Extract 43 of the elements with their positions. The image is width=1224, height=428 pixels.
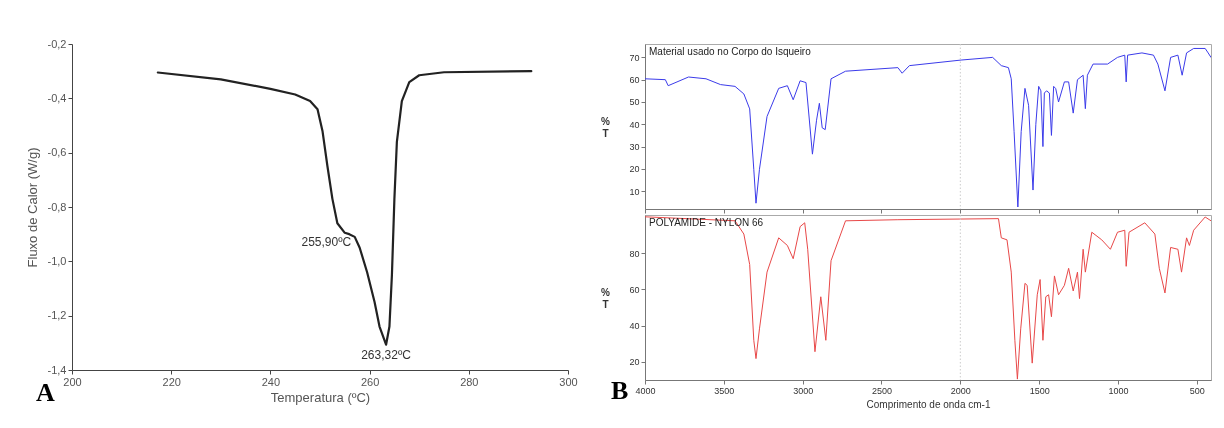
y-tick-label: 80 [629,248,640,259]
x-tick-label: 240 [261,375,281,388]
y-tick-label: 10 [629,186,640,197]
text: B [611,376,629,405]
y-tick-label: -0,6 [47,146,67,159]
annotation: 263,32ºC [361,347,412,362]
x-tick-label: 300 [559,375,578,388]
y-tick-label: -1,2 [47,309,67,322]
y-tick-label: 60 [629,284,640,295]
x-axis-title: Temperatura (ºC) [270,389,371,405]
text: A [36,378,55,407]
x-tick-label: 2500 [871,385,893,396]
x-tick-label: 220 [162,375,181,388]
x-tick-label: 1500 [1029,385,1050,396]
x-tick-label: 2000 [950,385,971,396]
y-tick-label: 30 [629,142,640,153]
x-axis-title: Comprimento de onda cm-1 [866,398,991,410]
chart-title: POLYAMIDE - NYLON 66 [649,216,764,228]
y-tick-label: 60 [629,75,640,86]
y-tick-label: -0,4 [47,91,67,104]
x-tick-label: 1000 [1108,385,1129,396]
x-tick-label: 3000 [793,385,814,396]
y-tick-label: -0,8 [47,200,67,213]
annotation: 255,90ºC [301,235,352,250]
y-tick-label: 20 [629,357,640,368]
y-tick-label: -0,2 [47,37,67,50]
x-tick-label: 500 [1189,385,1205,396]
y-axis-title: % T [601,287,611,310]
x-tick-label: 260 [360,375,380,388]
y-tick-label: 40 [629,119,640,130]
y-tick-label: 40 [629,321,640,332]
x-tick-label: 3500 [714,385,735,396]
chart-title: Material usado no Corpo do Isqueiro [649,45,812,57]
y-tick-label: 50 [629,97,640,108]
y-axis-title: % T [601,116,611,139]
x-tick-label: 200 [63,375,82,388]
y-tick-label: -1,4 [47,363,67,376]
y-tick-label: 70 [629,52,640,63]
y-tick-label: -1,0 [47,254,67,267]
y-axis-title: Fluxo de Calor (W/g) [24,147,40,268]
x-tick-label: 4000 [635,385,656,396]
x-tick-label: 280 [460,375,479,388]
y-tick-label: 20 [629,164,640,175]
